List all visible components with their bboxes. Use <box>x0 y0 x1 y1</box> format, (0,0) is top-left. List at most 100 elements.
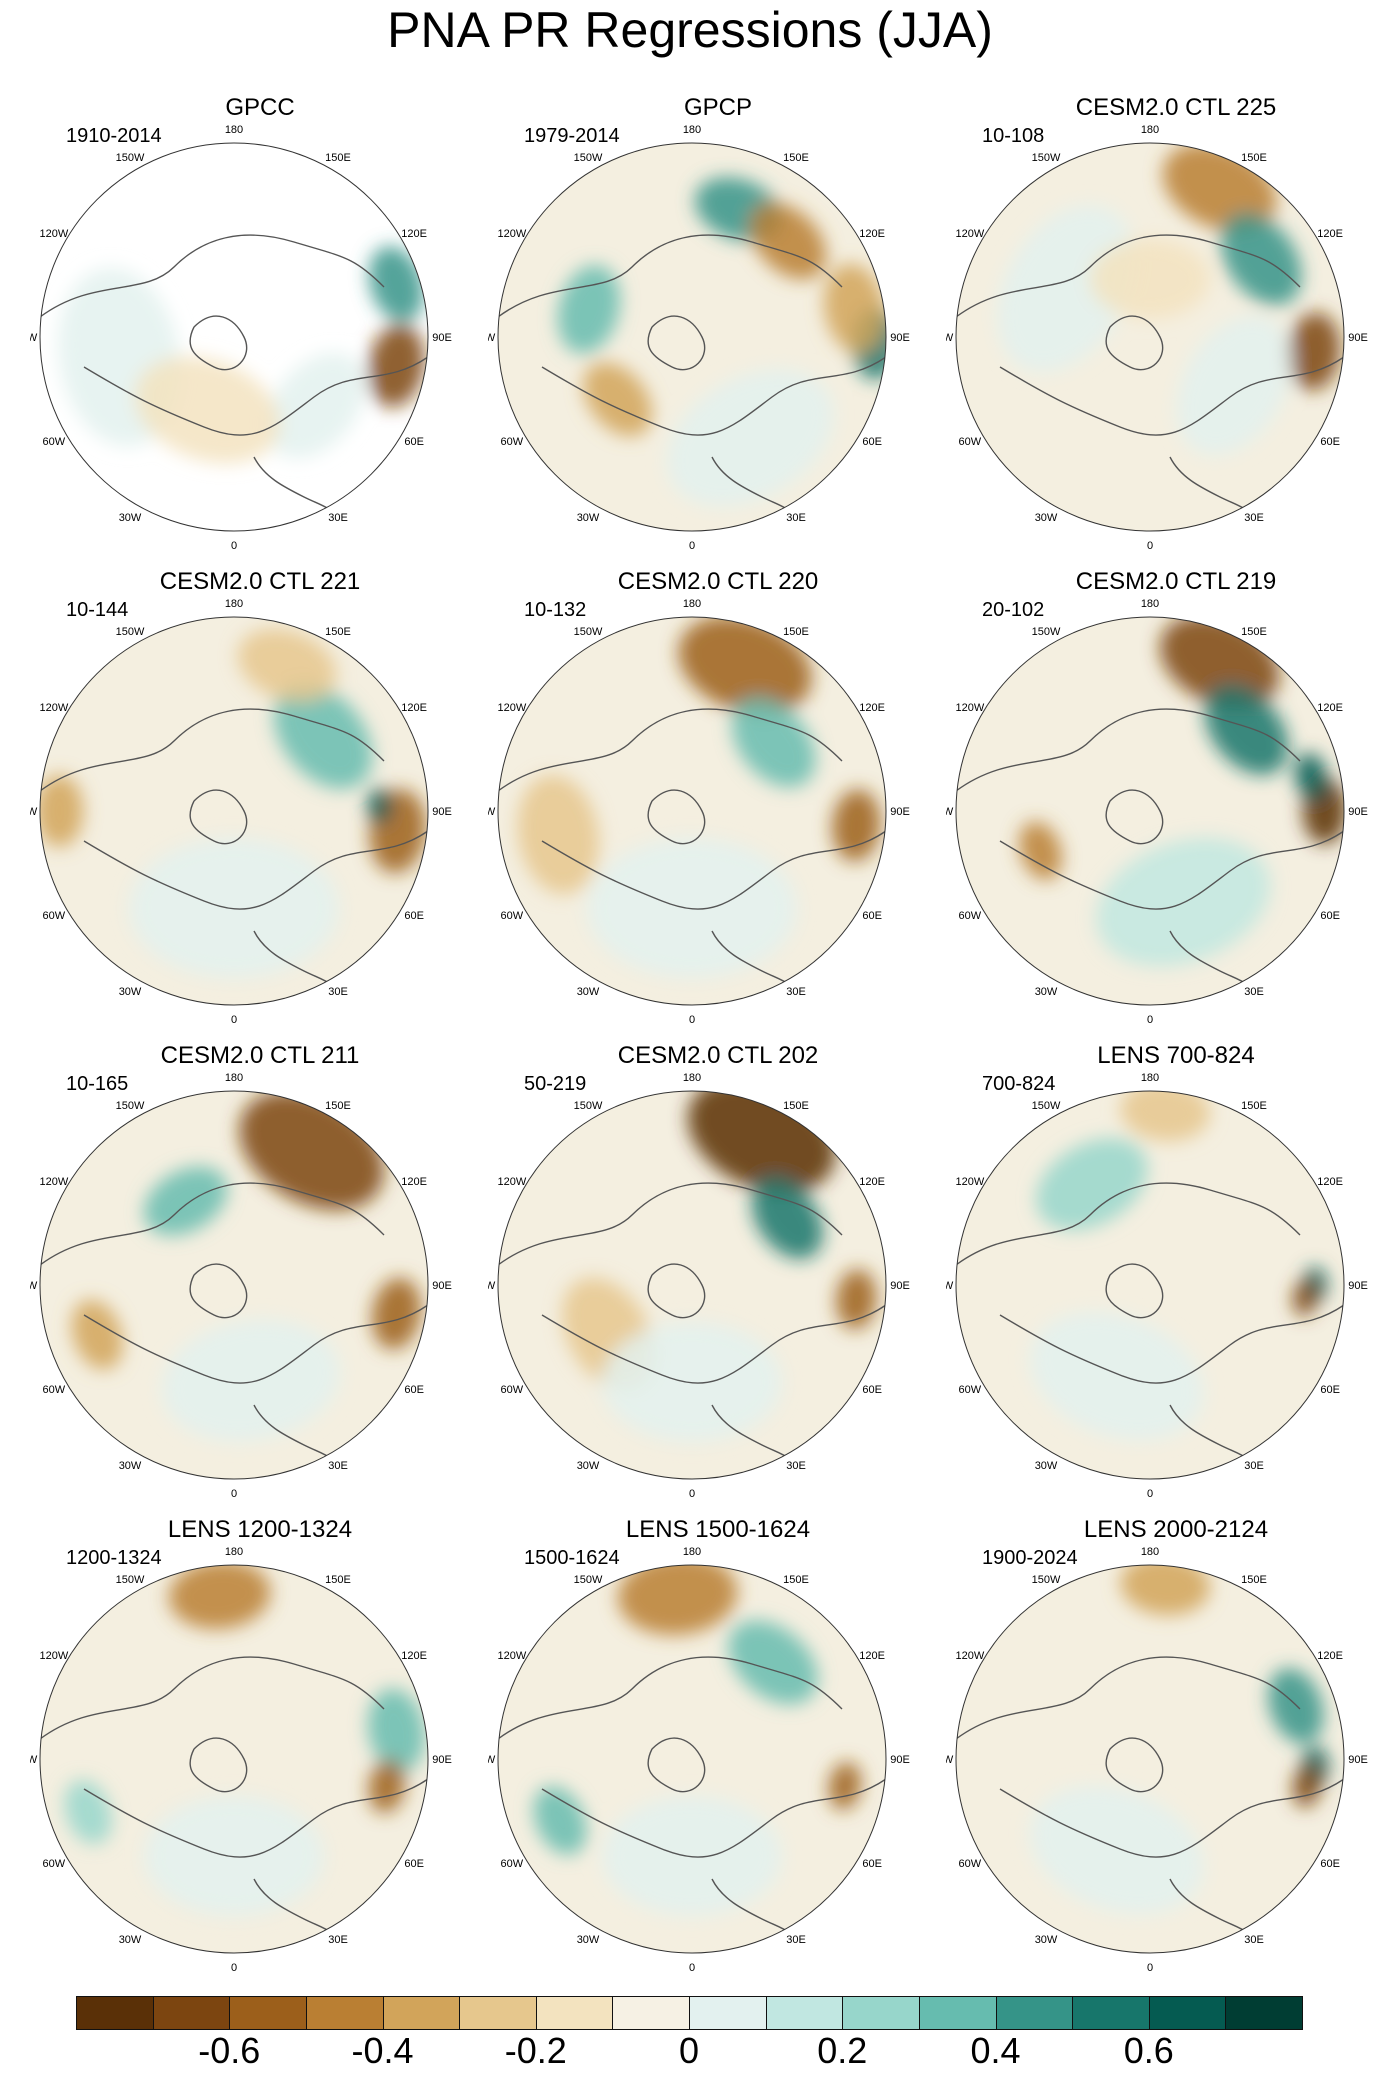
anomaly-region <box>666 369 834 507</box>
longitude-label: 90W <box>30 806 38 818</box>
coastline <box>956 1656 1344 1950</box>
longitude-label: 0 <box>689 1014 695 1026</box>
anomaly-region <box>273 683 373 789</box>
longitude-label: 60W <box>501 436 524 448</box>
coastline <box>956 708 1344 1002</box>
map-boundary <box>39 1564 429 1954</box>
map-boundary <box>955 1564 1345 1954</box>
longitude-label: 120E <box>859 228 885 240</box>
colorbar-tick-label: 0 <box>678 2030 700 2071</box>
panel-period: 1500-1624 <box>524 1547 620 1569</box>
anomaly-region <box>237 628 337 702</box>
coastline <box>498 1182 886 1476</box>
colorbar-tick-label: 0.4 <box>970 2030 1021 2071</box>
longitude-label: 150W <box>116 1100 145 1112</box>
colorbar-tick-label: -0.6 <box>198 2030 261 2071</box>
map-panel: 180 150E 120E 90E 60E 30E 0 30W 60W 90W 120W 150W LE… <box>488 1516 948 1990</box>
longitude-label: 120W <box>39 1176 68 1188</box>
map-panel: 180 150E 120E 90E 60E 30E 0 30W 60W 90W 120W 150W CE… <box>488 1042 948 1516</box>
map-boundary <box>955 616 1345 1006</box>
map-boundary <box>497 1564 887 1954</box>
anomaly-region <box>832 789 881 862</box>
map-panel: 180 150E 120E 90E 60E 30E 0 30W 60W 90W 120W 150W CE… <box>30 1042 490 1516</box>
colorbar-tick-label: 0.6 <box>1123 2030 1174 2071</box>
longitude-label: 120E <box>401 702 427 714</box>
longitude-label: 90W <box>946 1280 954 1292</box>
longitude-label: 120W <box>497 228 526 240</box>
panel-period: 1900-2024 <box>982 1547 1078 1569</box>
longitude-label: 0 <box>231 1962 237 1974</box>
anomaly-region <box>517 775 600 895</box>
longitude-label: 120W <box>39 1650 68 1662</box>
colorbar-swatch <box>842 1996 920 2030</box>
polar-map: 180 150E 120E 90E 60E 30E 0 30W 60W 90W 120W 150W <box>30 124 452 552</box>
longitude-label: 180 <box>1141 598 1159 610</box>
coastline <box>498 234 886 528</box>
longitude-label: 90W <box>488 1754 496 1766</box>
panel-title: LENS 1200-1324 <box>167 1516 353 1543</box>
longitude-label: 180 <box>225 1072 243 1084</box>
polar-map: 180 150E 120E 90E 60E 30E 0 30W 60W 90W 120W 150W <box>488 598 910 1026</box>
longitude-label: 0 <box>1147 1962 1153 1974</box>
anomaly-region <box>617 1565 738 1635</box>
longitude-label: 120E <box>1317 702 1343 714</box>
longitude-label: 150W <box>1032 152 1061 164</box>
longitude-label: 120E <box>1317 1176 1343 1188</box>
map-panel: 180 150E 120E 90E 60E 30E 0 30W 60W 90W 120W 150W LE… <box>946 1516 1380 1990</box>
longitude-label: 90E <box>890 332 910 344</box>
colorbar-swatch <box>382 1996 461 2030</box>
longitude-label: 120W <box>497 1650 526 1662</box>
colorbar-tick-label: 0.2 <box>817 2030 868 2071</box>
panel-title: GPCP <box>683 94 752 121</box>
longitude-label: 30E <box>1244 1934 1264 1946</box>
panel-period: 10-132 <box>524 599 587 621</box>
longitude-label: 90E <box>1348 332 1368 344</box>
longitude-label: 60E <box>404 1858 424 1870</box>
longitude-label: 150E <box>783 626 809 638</box>
map-boundary <box>497 1090 887 1480</box>
colorbar-swatch <box>995 1996 1074 2030</box>
anomaly-region <box>71 1299 123 1370</box>
longitude-label: 60W <box>43 1384 66 1396</box>
longitude-label: 30E <box>328 986 348 998</box>
longitude-label: 30E <box>786 1460 806 1472</box>
longitude-label: 60W <box>43 910 66 922</box>
longitude-label: 90W <box>488 1280 496 1292</box>
polar-map: 180 150E 120E 90E 60E 30E 0 30W 60W 90W 120W 150W <box>946 1072 1368 1500</box>
anomaly-region <box>1288 312 1341 391</box>
colorbar-swatch <box>229 1996 307 2030</box>
longitude-label: 90E <box>890 806 910 818</box>
map-boundary <box>39 616 429 1006</box>
polar-map: 180 150E 120E 90E 60E 30E 0 30W 60W 90W 120W 150W <box>488 124 910 552</box>
longitude-label: 60E <box>1320 436 1340 448</box>
longitude-label: 120E <box>859 702 885 714</box>
longitude-label: 0 <box>689 1488 695 1500</box>
longitude-label: 90W <box>488 332 496 344</box>
longitude-label: 150E <box>783 1100 809 1112</box>
longitude-label: 60W <box>501 1858 524 1870</box>
anomaly-region <box>143 1166 228 1236</box>
longitude-label: 150W <box>1032 1574 1061 1586</box>
longitude-label: 60W <box>959 436 982 448</box>
longitude-label: 0 <box>231 540 237 552</box>
longitude-label: 30W <box>119 1460 142 1472</box>
longitude-label: 90E <box>432 806 452 818</box>
coastline <box>956 234 1344 528</box>
longitude-label: 30W <box>577 1934 600 1946</box>
longitude-label: 150E <box>325 1100 351 1112</box>
longitude-label: 150E <box>325 1574 351 1586</box>
colorbar-swatch <box>76 1996 154 2030</box>
longitude-label: 30W <box>1035 1460 1058 1472</box>
longitude-label: 120E <box>401 228 427 240</box>
longitude-label: 0 <box>689 1962 695 1974</box>
polar-map: 180 150E 120E 90E 60E 30E 0 30W 60W 90W 120W 150W <box>946 124 1368 552</box>
longitude-label: 150E <box>783 152 809 164</box>
longitude-label: 150E <box>1241 1100 1267 1112</box>
longitude-label: 90W <box>30 1280 38 1292</box>
anomaly-region <box>368 246 424 323</box>
polar-map: 180 150E 120E 90E 60E 30E 0 30W 60W 90W 120W 150W <box>30 1546 452 1974</box>
anomaly-region <box>64 1780 112 1844</box>
coastline <box>40 1182 428 1476</box>
map-boundary <box>39 142 429 532</box>
colorbar-swatch <box>1072 1996 1150 2030</box>
